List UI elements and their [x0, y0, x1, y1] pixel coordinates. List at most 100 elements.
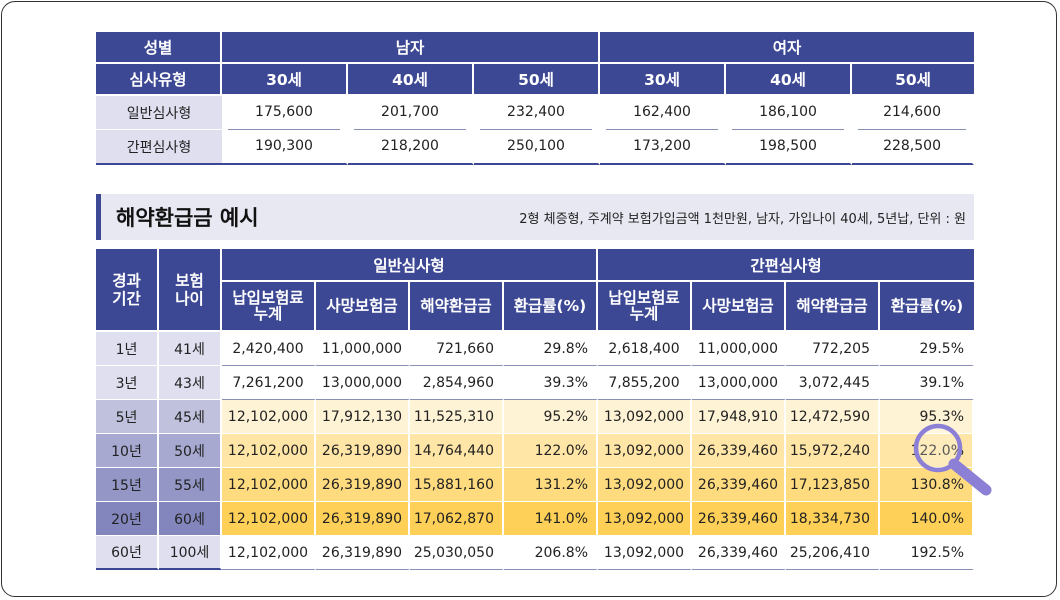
value-cell: 7,261,200: [222, 366, 316, 400]
value-cell: 26,319,890: [316, 434, 410, 468]
value-cell: 141.0%: [504, 502, 598, 536]
col-header: 환급률(%): [504, 282, 598, 332]
value-cell: 17,062,870: [410, 502, 504, 536]
value-cell: 12,102,000: [222, 536, 316, 570]
value-cell: 7,855,200: [598, 366, 692, 400]
age-header: 보험 나이: [159, 249, 222, 332]
value-cell: 12,102,000: [222, 502, 316, 536]
gender-header: 성별: [96, 32, 222, 64]
premium-cell: 218,200: [381, 138, 439, 154]
value-cell: 192.5%: [880, 536, 974, 570]
col-header: 해약환급금: [786, 282, 880, 332]
period-cell: 10년: [96, 434, 159, 468]
value-cell: 13,092,000: [598, 502, 692, 536]
period-cell: 5년: [96, 400, 159, 434]
value-cell: 2,420,400: [222, 332, 316, 366]
premium-table: 성별 남자 여자 심사유형 30세 40세 50세 30세 40세 50세 일반…: [96, 32, 975, 165]
value-cell: 26,319,890: [316, 468, 410, 502]
col-header: 납입보험료 누계: [598, 282, 692, 332]
value-cell: 12,472,590: [786, 400, 880, 434]
table-row: 5년 45세 12,102,000 17,912,130 11,525,310 95.2%…: [96, 400, 974, 434]
review-type-header: 심사유형: [96, 64, 222, 96]
value-cell: 13,000,000: [692, 366, 786, 400]
age-cell: 43세: [159, 366, 222, 400]
value-cell: 25,206,410: [786, 536, 880, 570]
table-row: 1년 41세 2,420,400 11,000,000 721,660 29.8% 2,61…: [96, 332, 974, 366]
premium-cell: 175,600: [228, 96, 340, 130]
value-cell: 26,319,890: [316, 502, 410, 536]
col-header: 납입보험료 누계: [222, 282, 316, 332]
value-cell: 3,072,445: [786, 366, 880, 400]
premium-cell: 162,400: [606, 96, 719, 130]
value-cell: 26,319,890: [316, 536, 410, 570]
value-cell: 39.1%: [880, 366, 974, 400]
age-header: 30세: [222, 64, 348, 96]
period-cell: 60년: [96, 536, 159, 570]
period-header: 경과 기간: [96, 249, 159, 332]
period-cell: 20년: [96, 502, 159, 536]
general-review-header: 일반심사형: [222, 249, 598, 282]
premium-cell: 173,200: [633, 138, 691, 154]
period-cell: 15년: [96, 468, 159, 502]
period-cell: 3년: [96, 366, 159, 400]
age-cell: 50세: [159, 434, 222, 468]
value-cell: 26,339,460: [692, 434, 786, 468]
table-row: 10년 50세 12,102,000 26,319,890 14,764,440 122.…: [96, 434, 974, 468]
value-cell: 26,339,460: [692, 536, 786, 570]
value-cell: 11,000,000: [316, 332, 410, 366]
value-cell: 122.0%: [504, 434, 598, 468]
value-cell: 13,092,000: [598, 468, 692, 502]
value-cell: 12,102,000: [222, 434, 316, 468]
value-cell: 12,102,000: [222, 400, 316, 434]
value-cell: 13,092,000: [598, 536, 692, 570]
table-row: 15년 55세 12,102,000 26,319,890 15,881,160 131.…: [96, 468, 974, 502]
table-row: 3년 43세 7,261,200 13,000,000 2,854,960 39.3% 7,…: [96, 366, 974, 400]
value-cell: 17,912,130: [316, 400, 410, 434]
age-cell: 55세: [159, 468, 222, 502]
age-header: 30세: [600, 64, 727, 96]
premium-cell: 214,600: [858, 96, 967, 130]
premium-cell: 228,500: [883, 138, 941, 154]
value-cell: 13,000,000: [316, 366, 410, 400]
age-header: 50세: [474, 64, 601, 96]
value-cell: 772,205: [786, 332, 880, 366]
col-header: 환급률(%): [880, 282, 974, 332]
section-title: 해약환급금 예시: [116, 206, 259, 230]
section-accent-bar: [96, 194, 101, 240]
value-cell: 206.8%: [504, 536, 598, 570]
value-cell: 15,881,160: [410, 468, 504, 502]
value-cell: 11,000,000: [692, 332, 786, 366]
value-cell: 13,092,000: [598, 400, 692, 434]
value-cell: 17,948,910: [692, 400, 786, 434]
age-cell: 60세: [159, 502, 222, 536]
age-header: 50세: [852, 64, 975, 96]
female-header: 여자: [600, 32, 975, 64]
age-cell: 41세: [159, 332, 222, 366]
value-cell: 721,660: [410, 332, 504, 366]
age-cell: 100세: [159, 536, 222, 570]
value-cell: 26,339,460: [692, 468, 786, 502]
col-header: 사망보험금: [692, 282, 786, 332]
value-cell: 13,092,000: [598, 434, 692, 468]
value-cell: 140.0%: [880, 502, 974, 536]
section-note: 2형 체증형, 주계약 보험가입금액 1천만원, 남자, 가입나이 40세, 5…: [519, 212, 966, 227]
premium-cell: 250,100: [507, 138, 565, 154]
value-cell: 131.2%: [504, 468, 598, 502]
value-cell: 15,972,240: [786, 434, 880, 468]
value-cell: 17,123,850: [786, 468, 880, 502]
row-label: 간편심사형: [96, 130, 222, 165]
col-header: 해약환급금: [410, 282, 504, 332]
period-cell: 1년: [96, 332, 159, 366]
age-header: 40세: [726, 64, 853, 96]
table-row: 일반심사형 175,600 201,700 232,400 162,400 18…: [96, 96, 975, 130]
table-row: 간편심사형 190,300 218,200 250,100 173,200 19…: [96, 130, 975, 165]
value-cell: 95.2%: [504, 400, 598, 434]
value-cell: 29.5%: [880, 332, 974, 366]
magnifier-icon: [913, 423, 992, 496]
age-cell: 45세: [159, 400, 222, 434]
premium-cell: 190,300: [255, 138, 313, 154]
simple-review-header: 간편심사형: [598, 249, 974, 282]
table-row: 60년 100세 12,102,000 26,319,890 25,030,050 206…: [96, 536, 974, 570]
value-cell: 18,334,730: [786, 502, 880, 536]
premium-cell: 201,700: [354, 96, 466, 130]
